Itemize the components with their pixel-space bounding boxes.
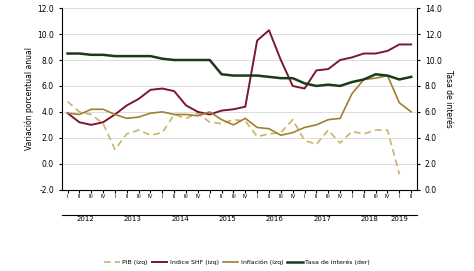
Legend: PIB (izq), Indice SHF (izq), Inflación (izq), Tasa de interés (der): PIB (izq), Indice SHF (izq), Inflación (…	[102, 257, 372, 268]
Y-axis label: Tasa de interés: Tasa de interés	[445, 70, 454, 128]
Y-axis label: Variación porcentual anual: Variación porcentual anual	[25, 47, 34, 150]
